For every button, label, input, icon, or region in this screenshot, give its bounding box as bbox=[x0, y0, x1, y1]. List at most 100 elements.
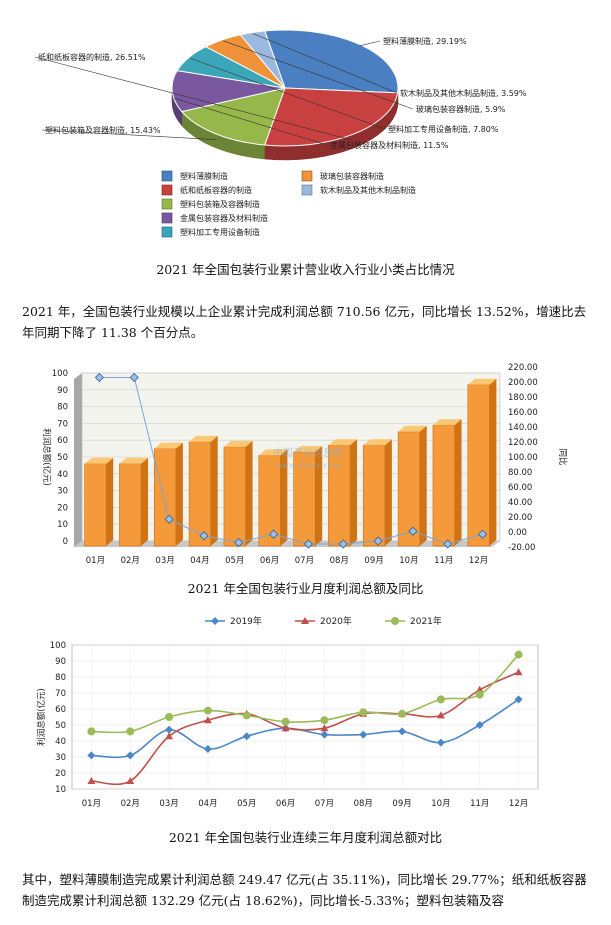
bar-top bbox=[258, 449, 288, 456]
pie-slice-label: 塑料薄膜制造, 29.19% bbox=[383, 36, 467, 46]
series-point bbox=[126, 777, 135, 784]
plot-area bbox=[71, 644, 539, 790]
y-tick-label: 50 bbox=[55, 721, 66, 731]
bar-side bbox=[454, 419, 462, 546]
y2-tick-label: 60.00 bbox=[508, 483, 532, 493]
bar-top bbox=[84, 457, 114, 464]
y-tick-label: 40 bbox=[57, 470, 68, 480]
series-point bbox=[301, 617, 309, 624]
y-tick-label: 10 bbox=[57, 520, 68, 530]
yoy-point bbox=[94, 372, 104, 383]
yoy-point bbox=[129, 372, 139, 383]
bar-side bbox=[280, 449, 288, 546]
series-point bbox=[475, 721, 484, 729]
y2-tick-label: 220.00 bbox=[508, 363, 538, 373]
yoy-point bbox=[478, 529, 488, 539]
series-point bbox=[320, 730, 329, 739]
legend-swatch bbox=[161, 226, 173, 238]
x-tick-label: 07月 bbox=[295, 556, 314, 566]
legend-label: 塑料加工专用设备制造 bbox=[180, 227, 260, 237]
bar-side bbox=[315, 445, 323, 546]
y-tick-label: 80 bbox=[55, 673, 66, 683]
x-tick-label: 05月 bbox=[237, 799, 256, 809]
x-tick-label: 10月 bbox=[431, 799, 450, 809]
pie-slice-label: 金属包装容器及材料制造, 11.5% bbox=[330, 140, 449, 150]
pie-slice bbox=[171, 70, 286, 113]
pie-leader-line bbox=[223, 40, 414, 110]
legend-swatch bbox=[161, 198, 173, 210]
y-tick-label: 20 bbox=[57, 503, 68, 513]
x-tick-label: 06月 bbox=[276, 799, 295, 809]
y2-tick-label: 100.00 bbox=[508, 453, 538, 463]
series-point bbox=[87, 777, 96, 784]
bar-side bbox=[106, 457, 114, 546]
yoy-point bbox=[338, 539, 348, 549]
yoy-point bbox=[234, 537, 244, 548]
series-point bbox=[391, 617, 399, 625]
series-point bbox=[87, 727, 96, 736]
legend-label: 塑料包装箱及容器制造 bbox=[180, 199, 260, 209]
series-point bbox=[281, 717, 290, 726]
bar-front bbox=[153, 448, 177, 547]
y-tick-label: 80 bbox=[57, 403, 68, 413]
y-tick-label: 100 bbox=[50, 641, 66, 651]
series-line bbox=[91, 671, 519, 786]
yoy-point bbox=[443, 539, 453, 549]
series-point bbox=[242, 732, 251, 741]
pie-slice-label: 塑料加工专用设备制造, 7.80% bbox=[388, 124, 499, 134]
pie-leader-line bbox=[174, 98, 328, 146]
series-point bbox=[436, 711, 445, 719]
yoy-point bbox=[373, 536, 383, 546]
y-tick-label: 90 bbox=[55, 657, 66, 667]
y-tick-label: 40 bbox=[55, 737, 66, 747]
legend-swatch bbox=[161, 170, 173, 182]
series-point bbox=[126, 727, 135, 736]
pie-leader-line bbox=[34, 56, 353, 141]
bar-side bbox=[419, 425, 427, 546]
three-year-profit-line-chart: 2019年 2020年 2021年 10 20 30 40 50 60 70 80 90 100 01月… bbox=[36, 615, 539, 809]
x-tick-label: 08月 bbox=[330, 556, 349, 566]
bar-side bbox=[350, 439, 358, 546]
bar-side bbox=[489, 378, 497, 546]
bar-top bbox=[293, 445, 323, 452]
series-point bbox=[87, 751, 96, 760]
series-point bbox=[165, 725, 174, 734]
series-point bbox=[359, 708, 368, 717]
legend-swatch bbox=[301, 184, 313, 196]
series-point bbox=[436, 695, 445, 704]
bar-front bbox=[467, 384, 490, 547]
x-tick-label: 06月 bbox=[260, 556, 279, 566]
chart-side-wall bbox=[74, 373, 82, 547]
bar-side bbox=[141, 457, 149, 546]
series-point bbox=[203, 745, 212, 753]
pie-slice-label: 玻璃包装容器制造, 5.9% bbox=[416, 104, 506, 114]
figure1-caption: 2021 年全国包装行业累计营业收入行业小类占比情况 bbox=[156, 262, 455, 277]
bar-front bbox=[397, 431, 421, 547]
y2-tick-label: -20.00 bbox=[508, 543, 535, 553]
pie-leader-line bbox=[252, 33, 398, 94]
legend-label: 塑料薄膜制造 bbox=[180, 171, 228, 181]
series-point bbox=[514, 650, 523, 659]
figure3-caption: 2021 年全国包装行业连续三年月度利润总额对比 bbox=[168, 830, 443, 845]
y-tick-label: 0 bbox=[63, 537, 68, 547]
bar-top bbox=[154, 442, 183, 449]
pie-leader-line bbox=[359, 40, 381, 47]
series-point bbox=[398, 727, 407, 736]
x-tick-label: 07月 bbox=[315, 799, 334, 809]
pie-chart: 塑料薄膜制造, 29.19% 纸和纸板容器的制造, 26.51% 塑料包装箱及容器制… bbox=[34, 29, 527, 238]
legend-swatch bbox=[161, 212, 173, 224]
watermark-url: www.chyxx.com bbox=[276, 461, 341, 470]
y-tick-label: 30 bbox=[55, 753, 66, 763]
yoy-point bbox=[408, 526, 418, 536]
figure2-caption: 2021 年全国包装行业月度利润总额及同比 bbox=[187, 581, 424, 596]
paragraph-subcategory-profit: 其中，塑料薄膜制造完成累计利润总额 249.47 亿元(占 35.11%)，同比… bbox=[22, 872, 587, 908]
bar-side bbox=[175, 442, 183, 546]
legend-label: 纸和纸板容器的制造 bbox=[180, 185, 252, 195]
series-point bbox=[475, 685, 484, 693]
series-point bbox=[211, 617, 219, 625]
x-tick-label: 03月 bbox=[155, 556, 174, 566]
y2-tick-label: 140.00 bbox=[508, 423, 538, 433]
legend-swatch bbox=[301, 170, 313, 182]
series-point bbox=[281, 724, 290, 732]
y-tick-label: 50 bbox=[57, 453, 68, 463]
